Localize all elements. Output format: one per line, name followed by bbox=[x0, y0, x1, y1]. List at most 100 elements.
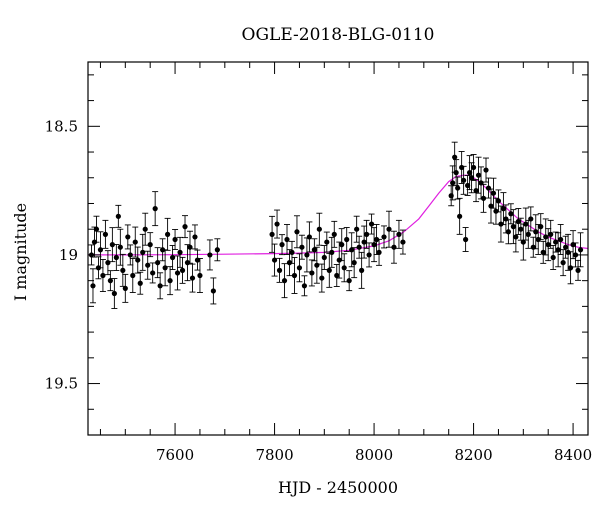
data-point bbox=[532, 214, 539, 250]
y-axis-ticks: 18.5 19 19.5 bbox=[45, 74, 588, 436]
data-point bbox=[321, 245, 328, 270]
data-point bbox=[464, 175, 471, 196]
data-point bbox=[196, 258, 203, 293]
data-point bbox=[326, 252, 333, 288]
data-marker bbox=[162, 265, 168, 271]
data-marker bbox=[349, 247, 355, 253]
data-marker bbox=[465, 182, 471, 189]
data-point bbox=[269, 215, 276, 253]
data-point bbox=[119, 253, 126, 287]
data-point bbox=[515, 208, 522, 235]
data-marker bbox=[274, 221, 280, 227]
data-point bbox=[395, 219, 402, 249]
data-point bbox=[456, 197, 463, 235]
data-point bbox=[577, 232, 584, 268]
data-marker bbox=[500, 206, 507, 212]
data-point bbox=[122, 273, 129, 303]
data-marker bbox=[147, 242, 153, 248]
data-marker bbox=[490, 190, 497, 196]
data-marker bbox=[485, 185, 492, 191]
data-point bbox=[111, 278, 118, 309]
data-point bbox=[348, 232, 355, 268]
data-marker bbox=[540, 249, 546, 255]
data-marker bbox=[329, 249, 335, 255]
data-point bbox=[149, 262, 156, 284]
data-marker bbox=[376, 249, 382, 255]
data-marker bbox=[174, 270, 181, 276]
data-marker bbox=[296, 265, 303, 271]
data-point bbox=[191, 224, 198, 250]
data-point bbox=[480, 183, 487, 213]
data-point bbox=[182, 215, 189, 239]
data-point bbox=[313, 246, 320, 284]
data-marker bbox=[515, 218, 521, 225]
data-point bbox=[89, 268, 96, 304]
data-marker bbox=[528, 216, 534, 222]
data-marker bbox=[145, 262, 151, 268]
data-marker bbox=[97, 247, 104, 253]
data-marker bbox=[483, 167, 489, 173]
y-tick-label: 19 bbox=[59, 246, 78, 264]
data-marker bbox=[493, 208, 499, 214]
data-marker bbox=[371, 242, 377, 248]
data-marker bbox=[115, 213, 121, 219]
data-marker bbox=[510, 224, 516, 230]
data-point bbox=[381, 225, 388, 249]
data-point bbox=[93, 215, 100, 243]
data-marker bbox=[533, 229, 539, 235]
data-marker bbox=[461, 177, 467, 183]
data-marker bbox=[306, 234, 312, 240]
data-point bbox=[487, 188, 494, 224]
x-axis-ticks: 7600 7800 8000 8200 8400 bbox=[99, 62, 592, 464]
data-marker bbox=[331, 231, 337, 237]
data-marker bbox=[281, 278, 288, 284]
data-marker bbox=[271, 257, 278, 263]
data-point bbox=[495, 189, 502, 213]
data-point bbox=[470, 154, 477, 181]
data-point bbox=[492, 197, 499, 225]
data-marker bbox=[120, 267, 126, 273]
data-marker bbox=[130, 272, 136, 279]
data-point bbox=[336, 241, 343, 279]
data-point bbox=[293, 215, 300, 249]
data-marker bbox=[368, 221, 375, 227]
data-point bbox=[555, 232, 562, 268]
data-point bbox=[113, 244, 120, 271]
data-marker bbox=[543, 234, 549, 240]
data-point bbox=[497, 205, 504, 243]
data-point bbox=[308, 259, 315, 287]
data-marker bbox=[523, 221, 529, 227]
data-point bbox=[366, 242, 373, 268]
data-point bbox=[184, 244, 191, 282]
data-marker bbox=[473, 188, 479, 194]
data-marker bbox=[470, 164, 477, 171]
x-axis-label: HJD - 2450000 bbox=[278, 478, 398, 497]
data-marker bbox=[565, 249, 571, 255]
data-marker bbox=[356, 244, 362, 250]
data-marker bbox=[453, 170, 459, 176]
data-marker bbox=[90, 283, 96, 289]
data-marker bbox=[475, 172, 482, 178]
data-marker bbox=[316, 226, 322, 232]
data-point bbox=[291, 257, 298, 294]
data-marker bbox=[505, 229, 511, 235]
x-tick-label: 7800 bbox=[255, 446, 293, 464]
data-point bbox=[174, 255, 181, 291]
data-point bbox=[449, 165, 456, 201]
data-point bbox=[167, 266, 174, 296]
data-point bbox=[333, 264, 340, 287]
data-marker bbox=[117, 244, 123, 250]
data-marker bbox=[314, 262, 320, 268]
data-point bbox=[301, 275, 308, 297]
data-point bbox=[129, 258, 136, 293]
data-marker bbox=[508, 211, 514, 217]
data-point bbox=[454, 176, 461, 200]
data-marker bbox=[276, 267, 283, 273]
data-marker bbox=[326, 267, 332, 273]
x-tick-label: 7600 bbox=[156, 446, 194, 464]
data-marker bbox=[468, 175, 475, 181]
data-marker bbox=[577, 247, 584, 253]
data-marker bbox=[563, 244, 569, 250]
data-point bbox=[368, 213, 375, 235]
data-marker bbox=[538, 224, 544, 230]
